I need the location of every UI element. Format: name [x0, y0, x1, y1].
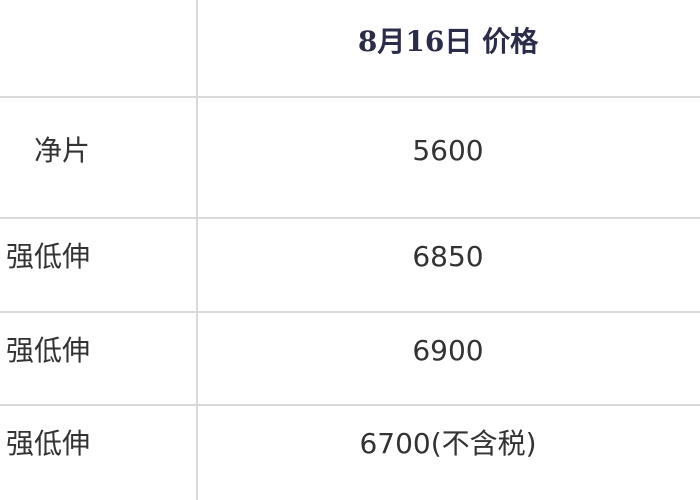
row-divider: [0, 96, 700, 98]
price-cell: 6900: [412, 334, 484, 367]
row-label: 强低伸: [5, 334, 90, 367]
column-divider: [196, 0, 198, 500]
row-label: 净片: [33, 134, 90, 167]
header-cell: 8月16日 价格: [357, 25, 539, 58]
price-cell: 6700(不含税): [359, 427, 537, 460]
row-divider: [0, 404, 700, 406]
row-label: 强低伸: [5, 240, 90, 273]
row-divider: [0, 311, 700, 313]
price-cell: 5600: [412, 134, 484, 167]
price-cell: 6850: [412, 240, 484, 273]
row-divider: [0, 217, 700, 219]
row-label: 强低伸: [5, 427, 90, 460]
